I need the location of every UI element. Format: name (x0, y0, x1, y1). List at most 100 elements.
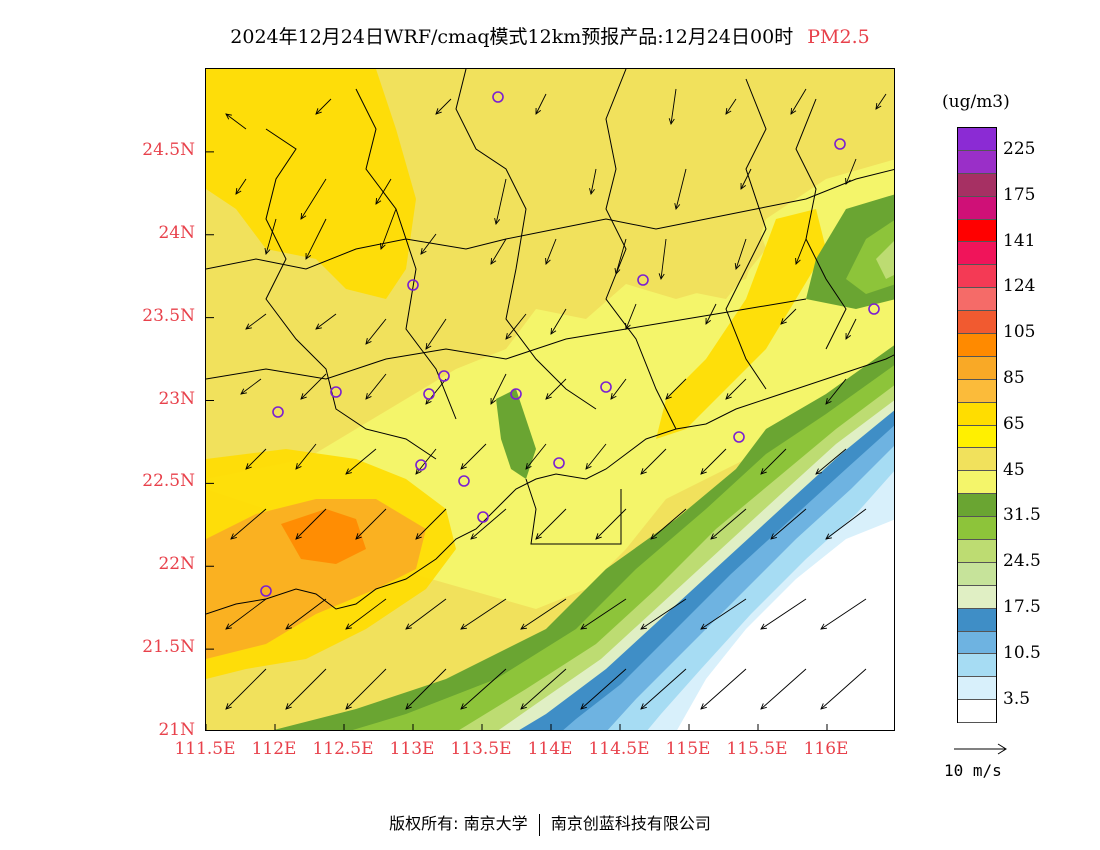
colorbar-swatch (958, 654, 996, 678)
wind-arrow (710, 508, 747, 540)
wind-arrow (225, 668, 267, 710)
lon-tick-label: 111.5E (174, 739, 236, 759)
wind-arrow (460, 598, 507, 630)
wind-arrow (640, 668, 687, 710)
chart-title: 2024年12月24日WRF/cmaq模式12km预报产品:12月24日00时 … (0, 22, 1100, 49)
colorbar-tick-label: 124 (1003, 276, 1036, 297)
station-circle-marker (492, 91, 504, 103)
wind-arrow (460, 443, 487, 470)
station-circle-marker (458, 475, 470, 487)
wind-arrow (225, 598, 267, 630)
wind-arrow (300, 178, 327, 220)
colorbar-swatch (958, 540, 996, 563)
colorbar-swatch (958, 334, 996, 357)
reference-vector-label: 10 m/s (944, 761, 1002, 780)
wind-arrow (725, 98, 737, 115)
pollutant-label: PM2.5 (807, 26, 870, 48)
wind-arrow (225, 113, 247, 130)
station-circle-marker (600, 381, 612, 393)
pm25-map (205, 68, 895, 731)
wind-arrow (875, 93, 887, 110)
colorbar-swatch (958, 608, 996, 632)
wind-arrow (545, 238, 557, 265)
wind-arrow (315, 313, 337, 330)
lat-tick-label: 21N (158, 720, 195, 740)
colorbar-tick-label: 175 (1003, 184, 1036, 205)
colorbar-swatch (958, 517, 996, 541)
wind-arrow (264, 218, 277, 255)
station-circle-marker (272, 406, 284, 418)
wind-arrow (405, 598, 447, 630)
colorbar-tick-label: 65 (1003, 413, 1025, 434)
colorbar-swatch (958, 265, 996, 289)
lat-tick-label: 24N (158, 222, 195, 243)
lat-tick-label: 24.5N (142, 139, 195, 160)
map-canvas (206, 69, 894, 730)
wind-arrow (760, 448, 787, 475)
lon-tick-label: 113E (389, 739, 435, 759)
station-circle-marker (553, 457, 565, 469)
copyright-owner-1: 南京大学 (463, 814, 528, 833)
wind-arrow (295, 443, 317, 470)
wind-arrow (460, 668, 507, 710)
colorbar-swatch (958, 196, 996, 220)
wind-arrow (315, 98, 332, 115)
station-circle-marker (477, 511, 489, 523)
wind-arrow (820, 668, 867, 710)
wind-arrow (760, 668, 807, 710)
wind-arrow (625, 303, 637, 330)
wind-arrow (470, 508, 507, 540)
colorbar-swatch (958, 173, 996, 197)
wind-arrow (845, 318, 857, 340)
colorbar-tick-label: 17.5 (1003, 596, 1041, 617)
station-circle-marker (423, 388, 435, 400)
wind-arrow (725, 378, 747, 400)
colorbar-swatch (958, 677, 996, 701)
colorbar-swatch (958, 562, 996, 586)
wind-arrow (665, 378, 687, 400)
lat-tick-label: 22N (158, 554, 195, 575)
wind-arrow (345, 668, 387, 710)
colorbar-swatch (958, 242, 996, 266)
wind-arrow (245, 313, 267, 330)
wind-arrow (705, 303, 717, 325)
wind-arrow (245, 448, 267, 470)
station-circle-marker (510, 388, 522, 400)
colorbar-swatch (958, 471, 996, 495)
colorbar-swatch (958, 494, 996, 518)
colorbar-swatch (958, 402, 996, 426)
wind-arrow (520, 598, 567, 630)
wind-arrow (668, 88, 677, 126)
wind-arrow (375, 178, 392, 205)
wind-arrow (734, 238, 747, 270)
wind-arrow (825, 378, 847, 405)
wind-arrow (700, 448, 727, 475)
lat-tick-label: 23N (158, 388, 195, 409)
wind-arrow (580, 598, 627, 630)
wind-arrow (545, 378, 567, 400)
wind-arrow (525, 443, 547, 470)
wind-arrow (435, 98, 452, 115)
lon-tick-label: 114E (527, 739, 573, 759)
colorbar-tick-label: 3.5 (1003, 688, 1031, 709)
colorbar-swatch (958, 585, 996, 609)
lat-tick-label: 22.5N (142, 471, 195, 492)
wind-arrow (365, 318, 387, 345)
lon-tick-label: 112E (251, 739, 297, 759)
wind-arrow (425, 378, 447, 405)
wind-arrow (820, 598, 867, 630)
colorbar-unit: (ug/m3) (942, 92, 1010, 112)
copyright-label: 版权所有: (389, 814, 459, 833)
concentration-85-105 (206, 499, 426, 659)
lon-tick-label: 114.5E (588, 739, 650, 759)
colorbar-swatch (958, 219, 996, 243)
colorbar-swatch (958, 631, 996, 655)
lat-tick-label: 23.5N (142, 305, 195, 326)
wind-arrow (295, 508, 327, 540)
wind-arrow (425, 318, 447, 350)
wind-arrow (585, 443, 607, 470)
colorbar-swatch (958, 288, 996, 312)
wind-arrow (230, 508, 267, 540)
wind-arrow (345, 598, 387, 630)
wind-arrow (674, 168, 687, 211)
